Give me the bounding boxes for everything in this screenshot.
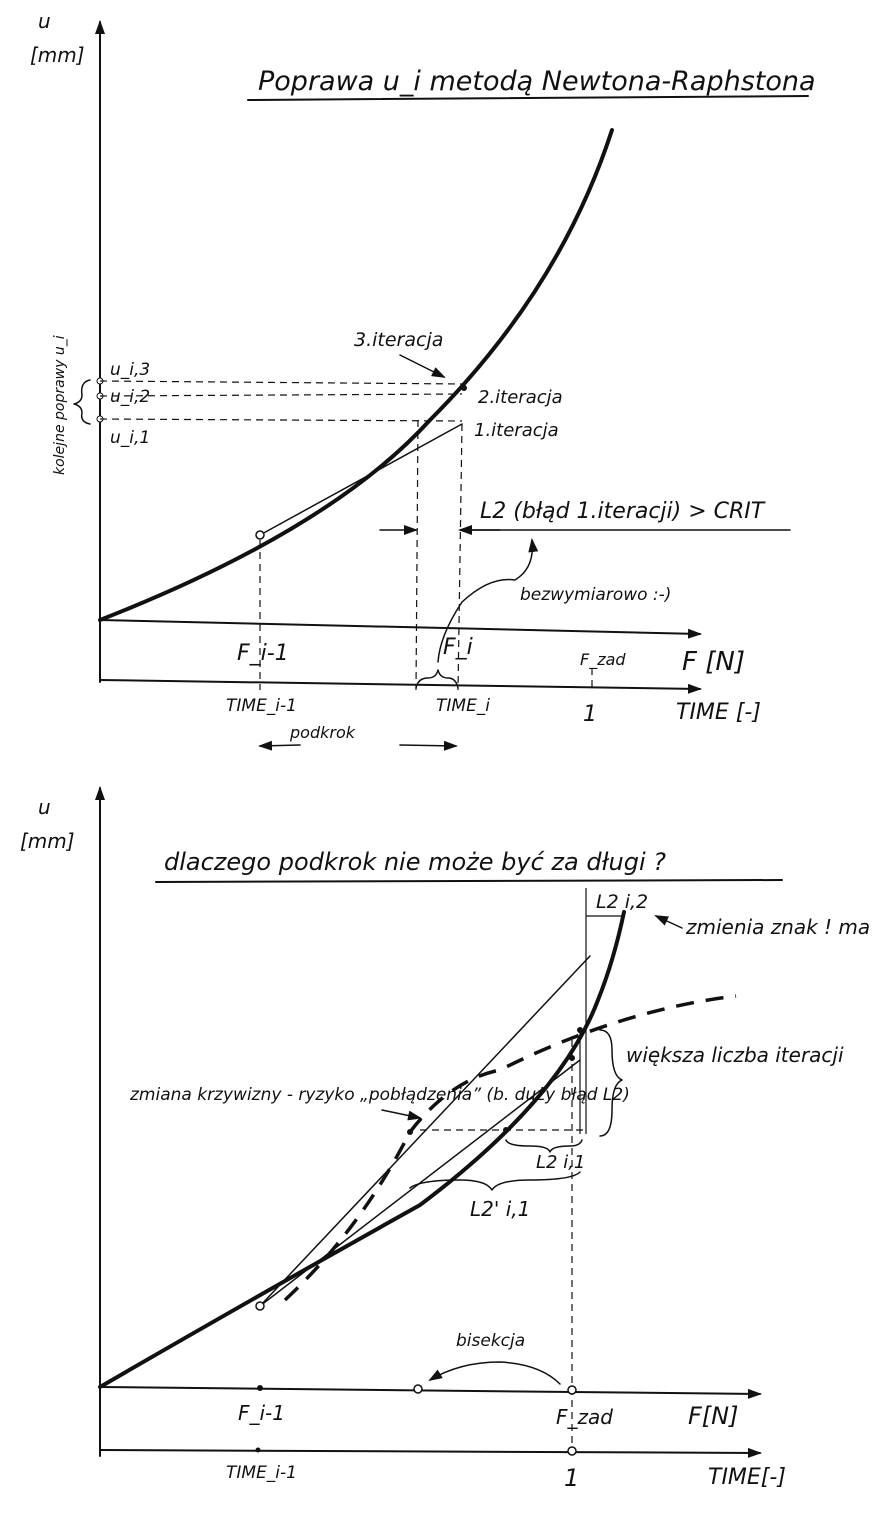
guide-lines-1	[99, 380, 593, 691]
load-curve-1	[98, 128, 614, 622]
axis-point-time-i-1	[255, 1447, 261, 1453]
y-label-2: u	[38, 795, 51, 819]
bezwymiarowo-arrow	[437, 538, 539, 663]
title-2-underline	[155, 879, 783, 883]
zmiana-label: zmiana krzywizny - ryzyko „pobłądzenia” …	[129, 1085, 630, 1105]
l2prim-brace	[409, 1171, 581, 1191]
iter-3-arrow	[399, 354, 446, 378]
u-i2-label: u_i,2	[110, 387, 150, 407]
axis-point-fi-1	[257, 1385, 263, 1391]
time-axis-label-1: TIME [-]	[676, 700, 761, 725]
podkrok-arrow-left	[258, 740, 301, 751]
point-fi-1	[255, 530, 265, 540]
point-2d	[569, 1055, 575, 1061]
time-one-label-2: 1	[564, 1464, 579, 1492]
wieksza-label: większa liczba iteracji	[626, 1043, 844, 1067]
fi-brace	[415, 669, 459, 689]
axis-point-time-1	[567, 1446, 577, 1456]
axis-point-bisection	[413, 1384, 423, 1394]
iter-1-label: 1.iteracja	[474, 420, 559, 441]
time-i-1-label-2: TIME_i-1	[226, 1463, 297, 1483]
bisekcja-label: bisekcja	[456, 1331, 525, 1351]
time-axis-1	[99, 679, 702, 694]
axis-point-fzad	[567, 1385, 577, 1395]
y-unit-1: [mm]	[30, 43, 85, 67]
iter-3-label: 3.iteracja	[354, 329, 443, 351]
title-2: dlaczego podkrok nie może być za długi ?	[164, 848, 666, 876]
side-brace-1	[73, 379, 91, 425]
f-i-1-label: F_i-1	[237, 641, 289, 666]
time-one-label-1: 1	[583, 702, 597, 727]
diagram-2: u [mm] dlaczego podkrok nie może być za …	[20, 786, 876, 1492]
tangent-1	[259, 423, 463, 536]
force-axis-label-1: F [N]	[682, 647, 745, 677]
f-zad-label-2: F_zad	[556, 1405, 613, 1429]
l2-top-label: L2 i,2	[596, 891, 648, 913]
crit-label: L2 (błąd 1.iteracji) > CRIT	[480, 499, 766, 524]
point-2b	[407, 1129, 413, 1135]
f-i-1-label-2: F_i-1	[238, 1401, 285, 1425]
y-unit-2: [mm]	[20, 829, 75, 853]
diagram-1: u [mm] Poprawa u_i metodą Newtona-Raphst…	[30, 9, 816, 751]
zmienia-label: zmienia znak ! ma nowce !	[685, 915, 876, 939]
time-axis-label-2: TIME[-]	[708, 1465, 786, 1490]
point-iter-2	[461, 385, 467, 391]
u-i1-label: u_i,1	[110, 428, 150, 448]
zmienia-arrow	[654, 915, 683, 929]
y-label-1: u	[38, 9, 51, 33]
point-2a	[255, 1301, 265, 1311]
alt-curve-2	[283, 994, 737, 1302]
title-1-underline	[247, 95, 809, 101]
time-i-1-label: TIME_i-1	[226, 696, 297, 716]
l2-i1-brace	[505, 1139, 583, 1153]
side-label-1: kolejne poprawy u_i	[52, 335, 68, 475]
load-curve-2	[98, 910, 626, 1389]
time-axis-2	[99, 1447, 762, 1458]
iteracji-brace	[599, 1029, 623, 1137]
time-i-label: TIME_i	[436, 696, 490, 716]
force-axis-label-2: F[N]	[688, 1402, 738, 1430]
tangent-long	[259, 955, 591, 1307]
bisekcja-arrow	[428, 1361, 561, 1385]
podkrok-label: podkrok	[289, 723, 356, 742]
point-2e	[577, 1027, 583, 1033]
point-2c	[503, 1127, 509, 1133]
f-i-label: F_i	[443, 635, 473, 660]
bezwymiarowo-label: bezwymiarowo :-)	[520, 585, 671, 605]
u-i3-label: u_i,3	[110, 360, 150, 380]
title-1: Poprawa u_i metodą Newtona-Raphstona	[258, 66, 816, 97]
zmiana-arrow	[381, 1109, 422, 1121]
force-axis-2	[99, 1386, 762, 1399]
l2-i1-label: L2 i,1	[536, 1152, 585, 1173]
l2prim-label: L2' i,1	[470, 1197, 530, 1221]
force-axis-1	[99, 619, 702, 639]
fzad-guides	[420, 888, 622, 1450]
iter-2-label: 2.iteracja	[478, 387, 563, 408]
podkrok-arrow-right	[399, 740, 458, 751]
f-zad-label: F_zad	[580, 650, 626, 670]
